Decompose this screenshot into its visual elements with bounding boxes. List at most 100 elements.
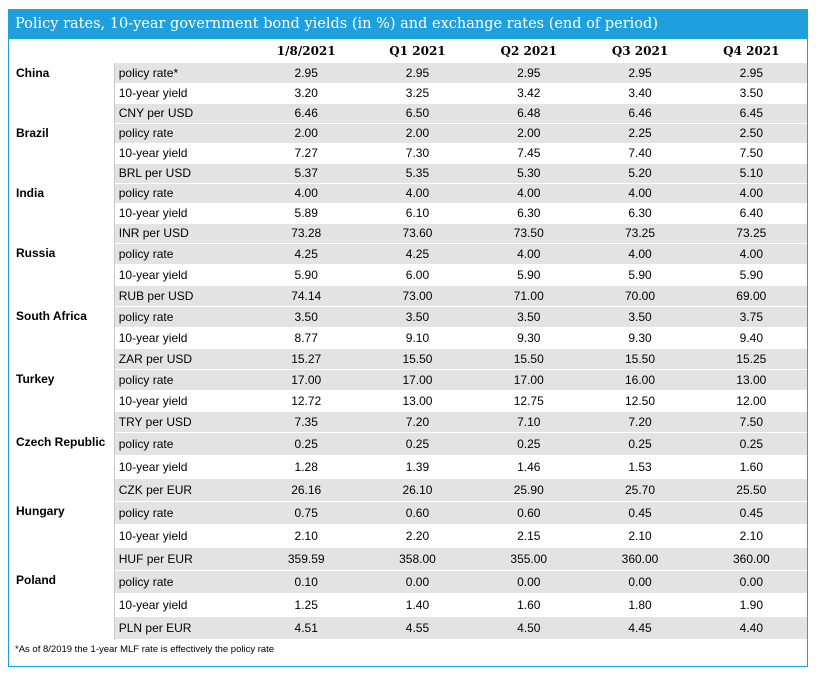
table-row: PLN per EUR 4.51 4.55 4.50 4.45 4.40 xyxy=(10,616,807,640)
country-label: Turkey xyxy=(10,369,115,432)
table-row: TRY per USD 7.35 7.20 7.10 7.20 7.50 xyxy=(10,411,807,433)
value-cell: 3.40 xyxy=(584,83,696,104)
value-cell: 0.45 xyxy=(695,501,807,525)
value-cell: 7.40 xyxy=(584,143,696,164)
value-cell: 6.48 xyxy=(473,103,585,124)
metric-label: policy rate xyxy=(114,243,251,265)
value-cell: 6.30 xyxy=(584,203,696,224)
value-cell: 6.10 xyxy=(361,203,474,224)
country-label: Poland xyxy=(10,570,115,639)
value-cell: 6.45 xyxy=(695,103,807,124)
value-cell: 6.00 xyxy=(361,264,474,286)
value-cell: 16.00 xyxy=(584,369,696,391)
header-row: 1/8/2021 Q1 2021 Q2 2021 Q3 2021 Q4 2021 xyxy=(10,39,807,63)
table-row: 10-year yield 5.90 6.00 5.90 5.90 5.90 xyxy=(10,264,807,286)
value-cell: 0.00 xyxy=(695,570,807,594)
value-cell: 2.50 xyxy=(695,123,807,144)
table-row: 10-year yield 3.20 3.25 3.42 3.40 3.50 xyxy=(10,83,807,104)
value-cell: 2.10 xyxy=(584,524,696,548)
value-cell: 2.00 xyxy=(473,123,585,144)
value-cell: 4.25 xyxy=(361,243,474,265)
value-cell: 7.20 xyxy=(361,411,474,433)
value-cell: 2.95 xyxy=(695,63,807,84)
table-container: Policy rates, 10-year government bond yi… xyxy=(8,9,808,667)
value-cell: 3.50 xyxy=(695,83,807,104)
value-cell: 26.16 xyxy=(250,478,362,502)
footnote: *As of 8/2019 the 1-year MLF rate is eff… xyxy=(15,643,275,655)
value-cell: 2.10 xyxy=(250,524,362,548)
value-cell: 5.30 xyxy=(473,163,585,184)
value-cell: 0.75 xyxy=(250,501,362,525)
metric-label: policy rate xyxy=(114,306,251,328)
value-cell: 4.00 xyxy=(584,243,696,265)
value-cell: 2.95 xyxy=(584,63,696,84)
value-cell: 25.90 xyxy=(473,478,585,502)
table-row: Brazil policy rate 2.00 2.00 2.00 2.25 2.50 xyxy=(10,123,807,183)
value-cell: 12.75 xyxy=(473,390,585,412)
value-cell: 12.50 xyxy=(584,390,696,412)
value-cell: 355.00 xyxy=(473,547,585,571)
value-cell: 0.00 xyxy=(584,570,696,594)
value-cell: 0.25 xyxy=(473,432,585,456)
value-cell: 7.35 xyxy=(250,411,362,433)
value-cell: 71.00 xyxy=(473,285,585,307)
value-cell: 73.25 xyxy=(695,223,807,244)
value-cell: 358.00 xyxy=(361,547,474,571)
value-cell: 4.00 xyxy=(695,243,807,265)
value-cell: 5.20 xyxy=(584,163,696,184)
value-cell: 5.89 xyxy=(250,203,362,224)
metric-label: 10-year yield xyxy=(114,143,251,164)
value-cell: 4.25 xyxy=(250,243,362,265)
country-label: South Africa xyxy=(10,306,115,369)
value-cell: 15.50 xyxy=(473,348,585,370)
table-row: 10-year yield 2.10 2.20 2.15 2.10 2.10 xyxy=(10,524,807,548)
value-cell: 13.00 xyxy=(695,369,807,391)
metric-label: policy rate xyxy=(114,432,251,456)
value-cell: 2.25 xyxy=(584,123,696,144)
metric-label: 10-year yield xyxy=(114,83,251,104)
metric-label: TRY per USD xyxy=(114,411,251,433)
column-header: Q2 2021 xyxy=(500,44,557,58)
metric-label: policy rate xyxy=(114,501,251,525)
value-cell: 15.50 xyxy=(584,348,696,370)
country-label: India xyxy=(10,183,115,243)
table-row: Turkey policy rate 17.00 17.00 17.00 16.00 13.… xyxy=(10,369,807,432)
table-row: Czech Republic policy rate 0.25 0.25 0.25 0.2… xyxy=(10,432,807,501)
value-cell: 2.20 xyxy=(361,524,474,548)
value-cell: 6.40 xyxy=(695,203,807,224)
value-cell: 4.00 xyxy=(584,183,696,204)
value-cell: 0.45 xyxy=(584,501,696,525)
table-row: India policy rate 4.00 4.00 4.00 4.00 4.00 xyxy=(10,183,807,243)
value-cell: 1.25 xyxy=(250,593,362,617)
table-row: RUB per USD 74.14 73.00 71.00 70.00 69.00 xyxy=(10,285,807,307)
table-row: 10-year yield 8.77 9.10 9.30 9.30 9.40 xyxy=(10,327,807,349)
country-label: Hungary xyxy=(10,501,115,570)
value-cell: 6.50 xyxy=(361,103,474,124)
value-cell: 1.39 xyxy=(361,455,474,479)
table-body: China policy rate* 2.95 2.95 2.95 2.95 2.95 10-… xyxy=(10,63,807,640)
table-row: CZK per EUR 26.16 26.10 25.90 25.70 25.50 xyxy=(10,478,807,502)
metric-label: 10-year yield xyxy=(114,327,251,349)
value-cell: 1.40 xyxy=(361,593,474,617)
value-cell: 0.25 xyxy=(361,432,474,456)
value-cell: 2.95 xyxy=(361,63,474,84)
metric-label: 10-year yield xyxy=(114,593,251,617)
value-cell: 0.25 xyxy=(584,432,696,456)
value-cell: 360.00 xyxy=(695,547,807,571)
value-cell: 17.00 xyxy=(473,369,585,391)
value-cell: 5.90 xyxy=(584,264,696,286)
value-cell: 4.00 xyxy=(250,183,362,204)
value-cell: 5.90 xyxy=(695,264,807,286)
table-row: South Africa policy rate 3.50 3.50 3.50 3.50 3… xyxy=(10,306,807,369)
value-cell: 0.25 xyxy=(695,432,807,456)
value-cell: 2.15 xyxy=(473,524,585,548)
metric-label: 10-year yield xyxy=(114,390,251,412)
value-cell: 3.50 xyxy=(473,306,585,328)
table-row: INR per USD 73.28 73.60 73.50 73.25 73.25 xyxy=(10,223,807,244)
country-label: Russia xyxy=(10,243,115,306)
table-row: CNY per USD 6.46 6.50 6.48 6.46 6.45 xyxy=(10,103,807,124)
header-empty-country xyxy=(10,39,114,63)
value-cell: 73.28 xyxy=(250,223,362,244)
value-cell: 7.50 xyxy=(695,143,807,164)
value-cell: 2.10 xyxy=(695,524,807,548)
